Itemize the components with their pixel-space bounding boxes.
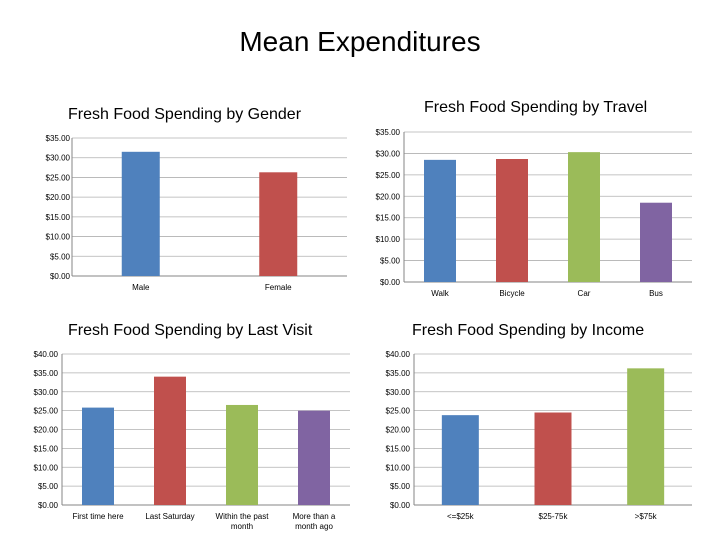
bar-last-visit-1 [154, 376, 186, 505]
x-tick-label: Bicycle [499, 289, 525, 298]
y-tick-label: $35.00 [376, 128, 401, 137]
x-tick-label: <=$25k [447, 512, 475, 521]
y-tick-label: $20.00 [386, 426, 411, 435]
x-tick-label: $25-75k [539, 512, 569, 521]
y-tick-label: $20.00 [376, 192, 401, 201]
bar-last-visit-2 [226, 404, 258, 505]
y-tick-label: $20.00 [34, 426, 59, 435]
y-tick-label: $30.00 [46, 154, 71, 163]
chart-title-income: Fresh Food Spending by Income [412, 322, 645, 339]
y-tick-label: $40.00 [386, 350, 411, 359]
y-tick-label: $30.00 [386, 388, 411, 397]
y-tick-label: $15.00 [46, 213, 71, 222]
bar-travel-2 [568, 152, 600, 282]
x-tick-label: >$75k [635, 512, 658, 521]
y-tick-label: $10.00 [376, 235, 401, 244]
y-tick-label: $5.00 [380, 257, 401, 266]
bar-income-0 [441, 415, 479, 505]
y-tick-label: $30.00 [34, 388, 59, 397]
bar-income-2 [627, 368, 665, 505]
x-tick-label: Within the past month [216, 512, 270, 531]
y-tick-label: $0.00 [50, 272, 71, 281]
bar-gender-0 [121, 151, 160, 276]
chart-title-last-visit: Fresh Food Spending by Last Visit [68, 322, 313, 339]
y-tick-label: $10.00 [46, 233, 71, 242]
bar-last-visit-0 [82, 407, 114, 505]
chart-title-gender: Fresh Food Spending by Gender [68, 106, 302, 123]
chart-gender: $0.00 $5.00 $10.00 $15.00 $20.00 $25.00 $30.00… [46, 134, 347, 292]
bar-travel-1 [496, 159, 528, 282]
y-tick-label: $0.00 [38, 501, 59, 510]
x-tick-label: First time here [72, 512, 124, 521]
y-tick-label: $0.00 [380, 278, 401, 287]
x-tick-label: Last Saturday [145, 512, 194, 521]
y-tick-label: $0.00 [390, 501, 411, 510]
y-tick-label: $30.00 [376, 149, 401, 158]
y-tick-label: $15.00 [376, 214, 401, 223]
chart-income: $0.00 $5.00 $10.00 $15.00 $20.00 $25.00 $30.00… [386, 350, 692, 521]
bar-gender-1 [259, 172, 298, 276]
x-tick-label: Female [265, 283, 292, 292]
bar-travel-3 [640, 202, 672, 282]
y-tick-label: $10.00 [386, 463, 411, 472]
x-tick-label: More than a month ago [293, 512, 336, 531]
page-title: Mean Expenditures [239, 26, 481, 57]
y-tick-label: $40.00 [34, 350, 59, 359]
chart-title-travel: Fresh Food Spending by Travel [424, 99, 648, 116]
y-tick-label: $25.00 [46, 173, 71, 182]
x-tick-label: Car [578, 289, 591, 298]
y-tick-label: $15.00 [386, 444, 411, 453]
y-tick-label: $20.00 [46, 193, 71, 202]
y-tick-label: $25.00 [376, 171, 401, 180]
y-tick-label: $35.00 [34, 369, 59, 378]
x-tick-label: Walk [431, 289, 449, 298]
y-tick-label: $5.00 [50, 252, 71, 261]
x-tick-label: Bus [649, 289, 663, 298]
bar-travel-0 [424, 159, 456, 282]
y-tick-label: $15.00 [34, 444, 59, 453]
y-tick-label: $35.00 [386, 369, 411, 378]
chart-last-visit: $0.00 $5.00 $10.00 $15.00 $20.00 $25.00 $30.00… [34, 350, 350, 531]
x-tick-label: Male [132, 283, 150, 292]
bar-last-visit-3 [298, 410, 330, 505]
y-tick-label: $10.00 [34, 463, 59, 472]
bar-income-1 [534, 412, 572, 505]
y-tick-label: $25.00 [34, 407, 59, 416]
y-tick-label: $25.00 [386, 407, 411, 416]
y-tick-label: $5.00 [390, 482, 411, 491]
y-tick-label: $35.00 [46, 134, 71, 143]
chart-travel: $0.00 $5.00 $10.00 $15.00 $20.00 $25.00 $30.00… [376, 128, 692, 298]
y-tick-label: $5.00 [38, 482, 59, 491]
